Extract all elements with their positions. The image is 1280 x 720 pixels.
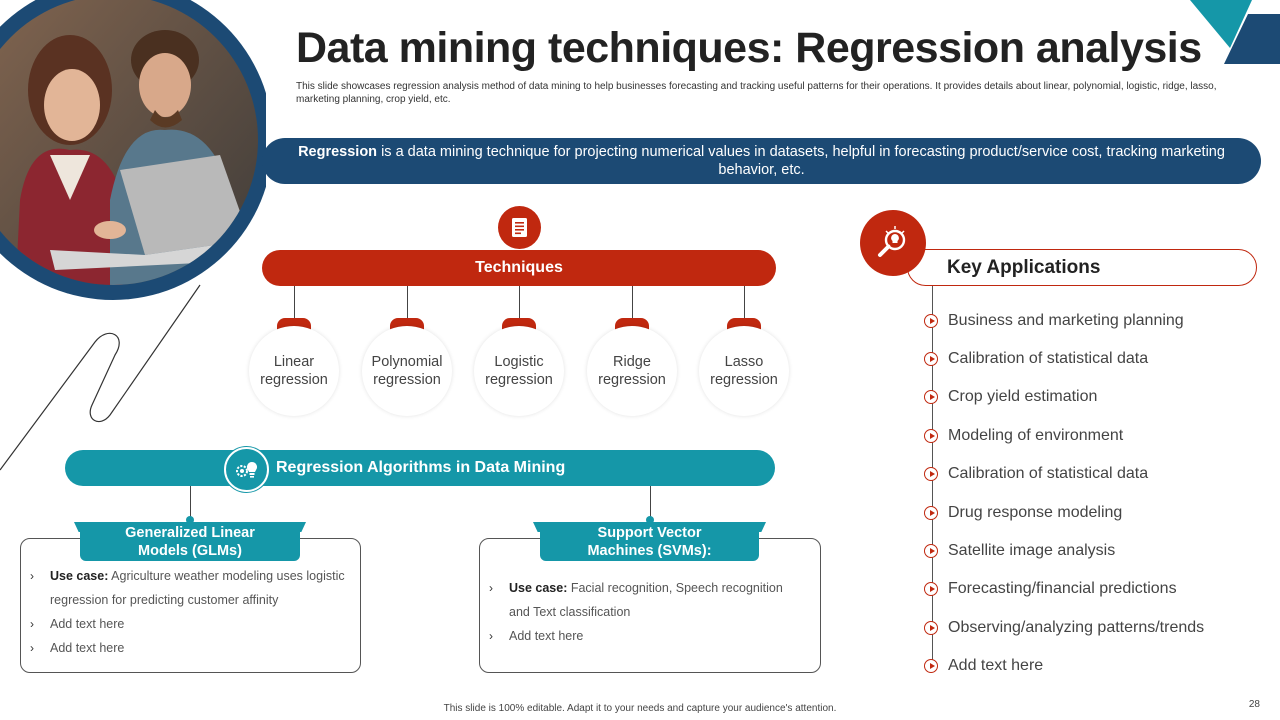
list-item: › Add text here — [30, 636, 345, 660]
play-bullet-icon — [924, 429, 938, 443]
banner-keyword: Regression — [298, 144, 378, 160]
play-bullet-icon — [924, 582, 938, 596]
connector-dot — [646, 516, 654, 524]
application-item: Modeling of environment — [924, 425, 1123, 447]
page-number: 28 — [1248, 699, 1260, 710]
hero-photo — [0, 0, 266, 300]
chevron-right-icon: › — [489, 629, 493, 643]
list-item: › Use case: Agriculture weather modeling … — [30, 564, 345, 612]
play-bullet-icon — [924, 659, 938, 673]
list-item: › Add text here — [489, 624, 807, 648]
connector-line — [519, 286, 520, 318]
technique-logistic: Logistic regression — [474, 326, 564, 416]
chevron-right-icon: › — [30, 569, 34, 583]
play-bullet-icon — [924, 544, 938, 558]
algorithms-label: Regression Algorithms in Data Mining — [276, 459, 566, 476]
connector-line — [650, 486, 651, 520]
chevron-right-icon: › — [30, 617, 34, 631]
play-bullet-icon — [924, 314, 938, 328]
decorative-line — [0, 284, 201, 471]
technique-polynomial: Polynomial regression — [362, 326, 452, 416]
technique-lasso: Lasso regression — [699, 326, 789, 416]
connector-line — [294, 286, 295, 318]
key-applications-label: Key Applications — [947, 256, 1101, 278]
application-item: Observing/analyzing patterns/trends — [924, 617, 1204, 639]
list-item: › Add text here — [30, 612, 345, 636]
play-bullet-icon — [924, 390, 938, 404]
banner-text: is a data mining technique for projectin… — [377, 144, 1225, 178]
play-bullet-icon — [924, 467, 938, 481]
page-subtitle: This slide showcases regression analysis… — [296, 81, 1217, 105]
corner-decoration — [1190, 0, 1280, 64]
application-item: Satellite image analysis — [924, 540, 1115, 562]
application-item: Crop yield estimation — [924, 386, 1097, 408]
application-item: Calibration of statistical data — [924, 348, 1148, 370]
glm-card-title: Generalized Linear Models (GLMs) — [80, 522, 300, 561]
gears-bulb-icon — [224, 447, 269, 492]
play-bullet-icon — [924, 352, 938, 366]
connector-dot — [186, 516, 194, 524]
connector-line — [190, 486, 191, 520]
svm-list: › Use case: Facial recognition, Speech re… — [489, 576, 807, 648]
connector-line — [744, 286, 745, 318]
page-title: Data mining techniques: Regression analy… — [296, 24, 1202, 72]
connector-line — [632, 286, 633, 318]
chevron-right-icon: › — [30, 641, 34, 655]
play-bullet-icon — [924, 506, 938, 520]
footer-note: This slide is 100% editable. Adapt it to… — [443, 703, 837, 714]
glm-list: › Use case: Agriculture weather modeling … — [30, 564, 345, 660]
application-item: Business and marketing planning — [924, 310, 1184, 332]
techniques-header: Techniques — [262, 250, 776, 286]
chevron-right-icon: › — [489, 581, 493, 595]
technique-ridge: Ridge regression — [587, 326, 677, 416]
document-icon — [498, 206, 541, 249]
svm-card-title: Support Vector Machines (SVMs): — [540, 522, 759, 561]
list-item: › Use case: Facial recognition, Speech re… — [489, 576, 807, 624]
application-item: Calibration of statistical data — [924, 463, 1148, 485]
application-item: Forecasting/financial predictions — [924, 578, 1177, 600]
technique-linear: Linear regression — [249, 326, 339, 416]
algorithms-header: Regression Algorithms in Data Mining — [65, 450, 775, 486]
play-bullet-icon — [924, 621, 938, 635]
definition-banner: Regression is a data mining technique fo… — [262, 138, 1261, 184]
application-item: Add text here — [924, 655, 1043, 677]
key-applications-header: Key Applications — [907, 249, 1257, 286]
magnifier-idea-icon — [860, 210, 926, 276]
connector-line — [407, 286, 408, 318]
application-item: Drug response modeling — [924, 502, 1122, 524]
